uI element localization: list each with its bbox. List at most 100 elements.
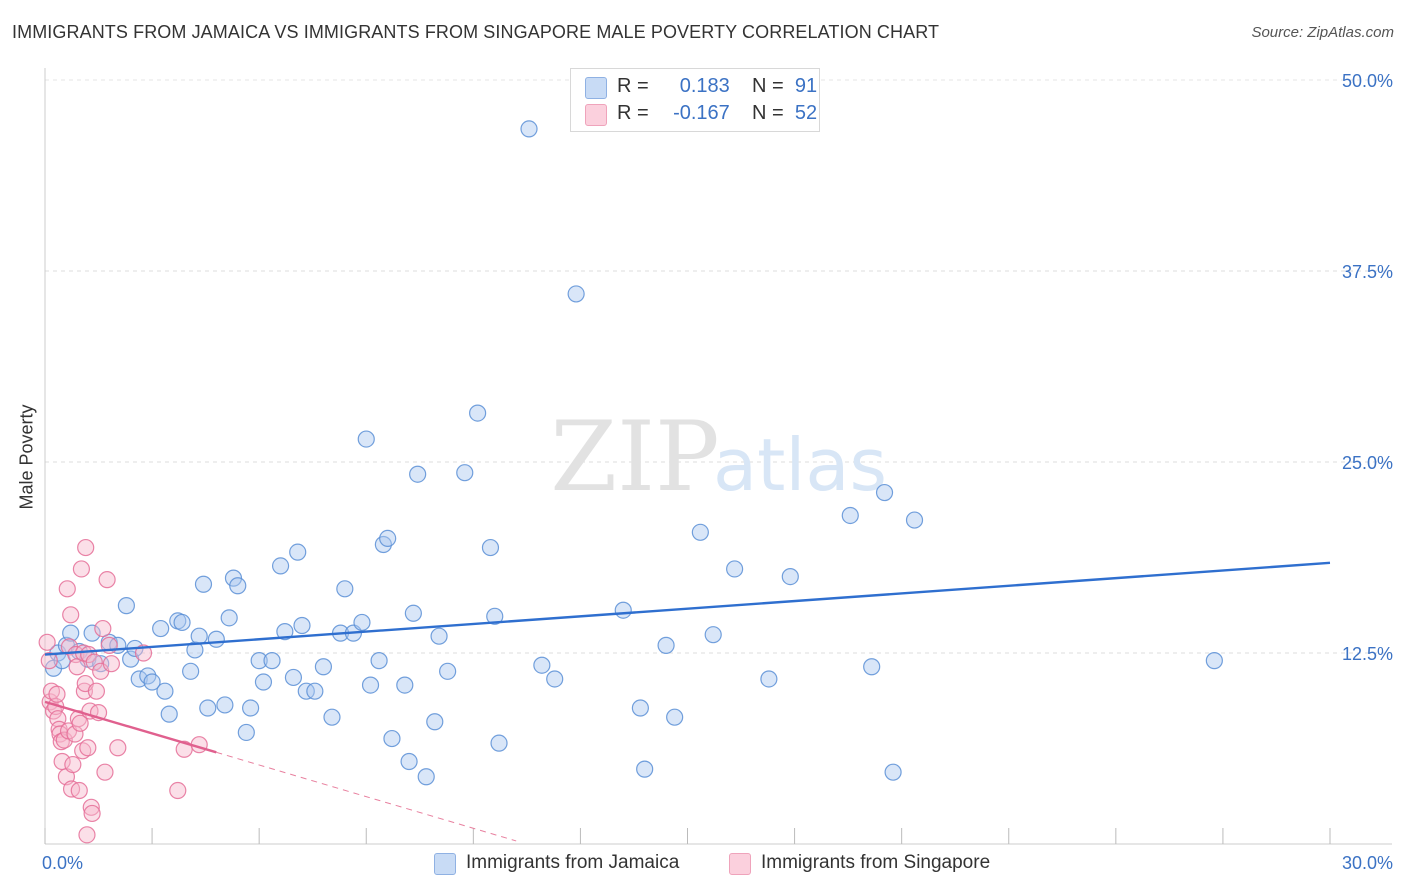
jamaica-point bbox=[567, 285, 585, 303]
singapore-point bbox=[38, 633, 56, 651]
jamaica-point bbox=[417, 768, 435, 786]
singapore-point bbox=[94, 619, 112, 638]
singapore-point bbox=[83, 804, 101, 823]
jamaica-point bbox=[263, 652, 281, 670]
chart-title: IMMIGRANTS FROM JAMAICA VS IMMIGRANTS FR… bbox=[12, 22, 940, 42]
singapore-point bbox=[71, 714, 89, 732]
series-singapore-points bbox=[38, 538, 208, 844]
jamaica-point bbox=[254, 673, 273, 691]
singapore-point bbox=[77, 538, 95, 557]
jamaica-point bbox=[884, 763, 902, 781]
correlation-legend: R = 0.183 N = 91 R = -0.167 N = 52 bbox=[570, 68, 820, 132]
jamaica-point bbox=[409, 465, 427, 483]
source-label: Source: ZipAtlas.com bbox=[1251, 24, 1394, 41]
jamaica-point bbox=[361, 676, 380, 694]
trend-line-jamaica bbox=[44, 561, 1331, 656]
jamaica-point bbox=[143, 673, 161, 691]
jamaica-point bbox=[490, 734, 508, 752]
singapore-point bbox=[79, 739, 97, 757]
legend-swatch-jamaica bbox=[434, 853, 456, 875]
singapore-point bbox=[169, 781, 187, 800]
watermark-atlas: atlas bbox=[713, 423, 887, 507]
singapore-point bbox=[102, 655, 120, 673]
legend-n-label: N = bbox=[752, 102, 784, 124]
jamaica-point bbox=[657, 636, 675, 654]
jamaica-point bbox=[704, 626, 722, 644]
jamaica-point bbox=[216, 696, 234, 714]
jamaica-point bbox=[486, 607, 504, 625]
singapore-point bbox=[78, 826, 96, 844]
jamaica-point bbox=[182, 662, 200, 680]
trend-line-singapore bbox=[44, 700, 217, 754]
jamaica-point bbox=[905, 511, 924, 529]
jamaica-point bbox=[1205, 652, 1223, 670]
legend-label-jamaica: Immigrants from Jamaica bbox=[466, 852, 680, 873]
jamaica-point bbox=[533, 656, 551, 674]
jamaica-point bbox=[314, 658, 333, 676]
jamaica-point bbox=[456, 464, 474, 482]
jamaica-point bbox=[62, 624, 80, 642]
jamaica-point bbox=[229, 577, 247, 595]
singapore-point bbox=[72, 560, 91, 578]
jamaica-point bbox=[83, 624, 101, 642]
axes bbox=[44, 68, 1392, 845]
jamaica-point bbox=[220, 609, 238, 627]
jamaica-point bbox=[152, 619, 170, 638]
jamaica-point bbox=[293, 616, 311, 635]
singapore-point bbox=[55, 731, 73, 749]
jamaica-point bbox=[400, 752, 418, 771]
legend-r-value: -0.167 bbox=[673, 102, 730, 124]
singapore-point bbox=[109, 739, 127, 757]
singapore-point bbox=[40, 652, 58, 670]
jamaica-point bbox=[379, 529, 397, 548]
jamaica-point bbox=[841, 506, 859, 525]
y-tick-label: 25.0% bbox=[1342, 453, 1393, 473]
jamaica-point bbox=[357, 430, 375, 448]
legend-label-singapore: Immigrants from Singapore bbox=[761, 852, 991, 873]
jamaica-point bbox=[160, 705, 178, 723]
jamaica-point bbox=[173, 613, 191, 632]
jamaica-point bbox=[666, 708, 684, 726]
jamaica-point bbox=[250, 652, 268, 670]
x-tick-label: 30.0% bbox=[1342, 853, 1393, 873]
jamaica-point bbox=[726, 560, 744, 578]
jamaica-point bbox=[336, 580, 354, 598]
jamaica-point bbox=[276, 623, 294, 641]
jamaica-point bbox=[383, 729, 401, 748]
jamaica-point bbox=[520, 120, 538, 138]
singapore-point bbox=[64, 755, 82, 774]
y-tick-label: 12.5% bbox=[1342, 644, 1393, 664]
jamaica-point bbox=[404, 604, 422, 622]
jamaica-point bbox=[631, 699, 649, 717]
jamaica-point bbox=[186, 641, 204, 659]
jamaica-point bbox=[237, 723, 255, 742]
legend-stats-jamaica: R = 0.183 N = 91 bbox=[617, 75, 817, 98]
trend-lines bbox=[44, 561, 1331, 842]
watermark-zip: ZIP bbox=[550, 401, 719, 513]
jamaica-point bbox=[760, 670, 778, 688]
jamaica-point bbox=[323, 708, 341, 726]
jamaica-point bbox=[194, 575, 213, 593]
jamaica-point bbox=[370, 652, 388, 670]
jamaica-point bbox=[199, 699, 217, 717]
jamaica-point bbox=[242, 699, 260, 717]
jamaica-point bbox=[353, 613, 371, 632]
legend-swatch-singapore bbox=[585, 104, 607, 126]
trend-extension-singapore bbox=[216, 751, 517, 842]
jamaica-point bbox=[430, 627, 448, 645]
singapore-point bbox=[96, 763, 114, 781]
legend-n-value: 91 bbox=[794, 75, 818, 97]
singapore-point bbox=[82, 798, 100, 816]
legend-swatch-jamaica bbox=[585, 77, 607, 99]
x-tick-label: 0.0% bbox=[42, 853, 83, 873]
jamaica-point bbox=[156, 682, 174, 700]
jamaica-point bbox=[439, 662, 457, 680]
jamaica-point bbox=[306, 682, 324, 700]
legend-r-value: 0.183 bbox=[679, 75, 730, 97]
singapore-point bbox=[74, 742, 92, 760]
legend-n-label: N = bbox=[752, 75, 784, 97]
tick-labels: 12.5% 25.0% 37.5% 50.0% 0.0% 30.0% bbox=[42, 71, 1393, 873]
watermark: ZIP atlas bbox=[550, 401, 887, 513]
legend-n-value: 52 bbox=[794, 102, 818, 124]
